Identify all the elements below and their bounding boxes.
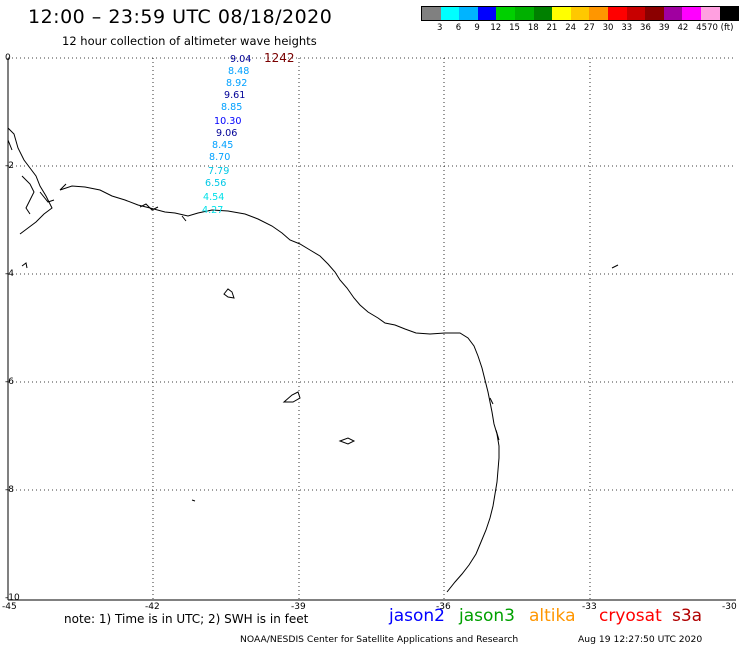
satellite-label-jason3: jason3	[459, 606, 515, 626]
color-swatch	[719, 7, 739, 20]
color-scale-tick: 30	[602, 23, 614, 33]
color-swatch	[459, 7, 478, 20]
color-scale-tick: 36	[640, 23, 651, 33]
satellite-label-altika: altika	[529, 606, 576, 626]
wave-height-value: 4.54	[203, 192, 225, 203]
color-scale-tick: 18	[527, 23, 539, 33]
color-swatch	[663, 7, 683, 20]
coastline-northwest	[7, 127, 67, 235]
color-swatch	[645, 7, 664, 20]
generated-timestamp: Aug 19 12:27:50 UTC 2020	[578, 634, 703, 645]
island-1	[223, 288, 235, 299]
island-4	[611, 264, 619, 269]
color-scale-legend: 3 6 9 12 15 18 21 24 27 30 33 36 39 42 45 70 (ft)	[421, 6, 739, 35]
island-2	[282, 391, 301, 403]
island-3	[338, 437, 356, 445]
color-scale-tick: 6	[455, 23, 462, 33]
color-swatch	[514, 7, 534, 20]
wave-height-value: 8.92	[226, 78, 248, 89]
color-scale-tick: 39	[658, 23, 670, 33]
latitude-label: -4	[5, 269, 14, 279]
credit-line: NOAA/NESDIS Center for Satellite Applica…	[240, 634, 519, 645]
color-scale-tick: 42	[677, 23, 689, 33]
color-scale-tick: 15	[509, 23, 520, 33]
wave-height-value: 7.79	[208, 166, 230, 177]
footnote: note: 1) Time is in UTC; 2) SWH is in fe…	[64, 612, 309, 626]
cycle-label: 1242	[264, 51, 295, 65]
color-scale-tick: 3	[436, 23, 443, 33]
satellite-label-cryosat: cryosat	[599, 606, 662, 626]
color-scale-ticks: 3 6 9 12 15 18 21 24 27 30 33 36 39 42 45 70 (ft)	[421, 21, 739, 35]
wave-height-value: 8.85	[221, 102, 243, 113]
color-scale-tick: 9	[474, 23, 480, 33]
wave-height-value: 8.45	[212, 140, 234, 151]
color-swatch	[440, 7, 460, 20]
color-swatch	[552, 7, 571, 20]
wave-height-value: 8.48	[228, 66, 250, 77]
map-title: 12:00 – 23:59 UTC 08/18/2020	[28, 6, 333, 28]
longitude-label: -45	[2, 602, 17, 612]
island-6	[191, 499, 196, 502]
color-swatch	[626, 7, 646, 20]
color-swatch	[700, 7, 720, 20]
wave-height-value: 8.70	[209, 152, 231, 163]
color-swatch	[570, 7, 590, 20]
longitude-label: -39	[291, 602, 306, 612]
satellite-label-s3a: s3a	[672, 606, 703, 626]
wave-height-value: 10.30	[214, 116, 242, 127]
color-swatch	[607, 7, 627, 20]
wave-height-value: 9.61	[224, 90, 246, 101]
color-scale-tick: 21	[546, 23, 558, 33]
latitude-label: -6	[5, 377, 14, 387]
map-grid	[8, 57, 736, 600]
color-scale-tick: 27	[583, 23, 595, 33]
latitude-label: 0	[5, 53, 11, 63]
color-swatch	[589, 7, 608, 20]
color-swatch	[682, 7, 701, 20]
map-frame	[7, 58, 736, 601]
color-scale-tick: 45	[696, 23, 707, 33]
color-swatch	[422, 7, 441, 20]
longitude-label: -36	[436, 602, 451, 612]
color-swatch	[477, 7, 497, 20]
color-scale-tick: 24	[565, 23, 577, 33]
longitude-label: -30	[722, 602, 737, 612]
latitude-label: -2	[5, 161, 14, 171]
wave-height-value: 9.04	[230, 54, 252, 65]
latitude-label: -8	[5, 485, 14, 495]
color-scale-tick: 70 (ft)	[707, 23, 734, 33]
longitude-label: -42	[145, 602, 160, 612]
coastline-detail	[139, 203, 500, 441]
latitude-label: -10	[5, 593, 20, 603]
island-5	[21, 262, 28, 269]
wave-height-value: 6.56	[205, 178, 227, 189]
wave-height-value: 4.27	[202, 205, 224, 216]
satellite-label-jason2: jason2	[389, 606, 445, 626]
color-swatch	[496, 7, 515, 20]
longitude-label: -33	[582, 602, 597, 612]
color-swatch	[533, 7, 553, 20]
wave-height-value: 9.06	[216, 128, 238, 139]
color-scale-tick: 33	[621, 23, 633, 33]
map-subtitle: 12 hour collection of altimeter wave hei…	[62, 34, 317, 48]
coastline	[59, 185, 500, 593]
color-scale-bar	[421, 6, 739, 21]
color-scale-tick: 12	[490, 23, 502, 33]
